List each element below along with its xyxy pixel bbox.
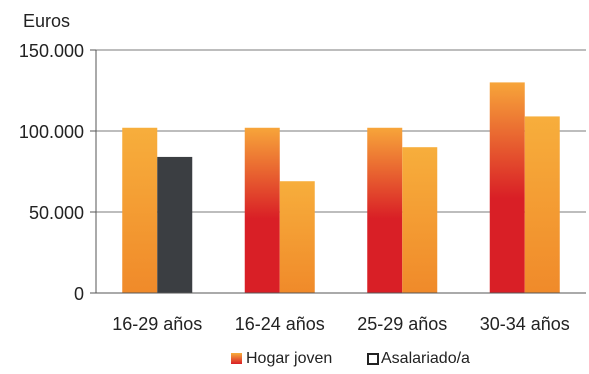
legend-label-asalariado: Asalariado/a bbox=[381, 350, 470, 367]
y-tick-label: 0 bbox=[74, 284, 84, 304]
y-tick-label: 150.000 bbox=[19, 41, 84, 61]
x-category-label: 25-29 años bbox=[357, 314, 447, 334]
bar-0-0 bbox=[122, 127, 158, 293]
legend-swatch-asalariado bbox=[367, 353, 379, 365]
y-tick-label: 100.000 bbox=[19, 122, 84, 142]
x-category-label: 16-29 años bbox=[112, 314, 202, 334]
bar-3-0 bbox=[489, 82, 525, 294]
y-tick-labels: 0 50.000 100.000 150.000 bbox=[19, 41, 84, 304]
legend-label-hogar-joven: Hogar joven bbox=[246, 350, 332, 367]
legend: Hogar joven Asalariado/a bbox=[231, 350, 470, 367]
x-category-label: 30-34 años bbox=[480, 314, 570, 334]
bar-2-0 bbox=[367, 127, 403, 293]
x-category-label: 16-24 años bbox=[235, 314, 325, 334]
y-unit-label: Euros bbox=[23, 11, 70, 31]
legend-swatch-hogar-joven bbox=[231, 353, 242, 364]
y-tick-label: 50.000 bbox=[29, 203, 84, 223]
bar-0-1 bbox=[157, 156, 193, 293]
bar-2-1 bbox=[402, 147, 438, 293]
bar-1-1 bbox=[279, 181, 315, 293]
bar-1-0 bbox=[244, 127, 280, 293]
x-category-labels: 16-29 años 16-24 años 25-29 años 30-34 años bbox=[112, 314, 570, 334]
bar-3-1 bbox=[524, 116, 560, 293]
bars bbox=[122, 82, 560, 294]
